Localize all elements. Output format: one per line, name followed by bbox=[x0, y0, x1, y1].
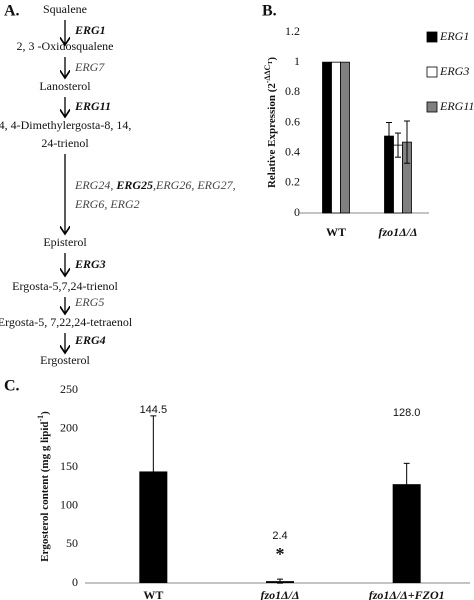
y-tick-label: 1 bbox=[294, 54, 300, 68]
x-tick-label: fzo1Δ/Δ+FZO1 bbox=[369, 588, 445, 600]
legend-swatch bbox=[426, 101, 438, 113]
y-axis-label-sup: -ΔΔC bbox=[263, 64, 272, 83]
enzyme-name: ERG3 bbox=[74, 257, 106, 271]
compound: Episterol bbox=[43, 235, 87, 249]
compound: 24-trienol bbox=[41, 136, 89, 150]
y-tick-label: 50 bbox=[66, 536, 78, 550]
y-axis-label-sub: T bbox=[268, 61, 274, 65]
compound: Lanosterol bbox=[39, 79, 91, 93]
enzyme-label: ERG6, ERG2 bbox=[74, 197, 140, 211]
enzyme-name: ERG11 bbox=[74, 99, 111, 113]
y-tick-label: 200 bbox=[60, 420, 78, 434]
compound: 4, 4-Dimethylergosta-8, 14, bbox=[0, 118, 131, 132]
compound: Ergosta-5,7,24-trienol bbox=[12, 279, 118, 293]
bar bbox=[340, 61, 350, 214]
x-tick-label: WT bbox=[326, 225, 346, 239]
value-label: 2.4 bbox=[272, 530, 287, 542]
legend-label: ERG11 bbox=[439, 99, 474, 113]
enzyme-label: ERG5 bbox=[74, 295, 104, 309]
y-axis-label: Ergosterol content (mg g lipid-1) bbox=[36, 411, 51, 562]
y-tick-label: 0.4 bbox=[285, 144, 300, 158]
y-axis-label-sup: -1 bbox=[36, 415, 45, 422]
bar bbox=[322, 61, 332, 214]
enzyme-label: ERG24, ERG25,ERG26, ERG27, bbox=[74, 178, 236, 192]
enzyme-name: ERG1 bbox=[74, 23, 106, 37]
panel-label: B. bbox=[262, 3, 277, 20]
y-tick-label: 250 bbox=[60, 382, 78, 396]
bar bbox=[331, 61, 341, 214]
enzyme-label: ERG4 bbox=[74, 333, 106, 347]
y-axis-label-text: Relative Expression (2 bbox=[266, 83, 278, 188]
y-tick-label: 0.8 bbox=[285, 84, 300, 98]
enzyme-name: ERG5 bbox=[74, 295, 104, 309]
y-tick-label: 0 bbox=[72, 575, 78, 589]
legend-label: ERG1 bbox=[439, 29, 469, 43]
compound: Squalene bbox=[43, 2, 87, 16]
compound: Ergosterol bbox=[40, 353, 90, 367]
y-tick-label: 0 bbox=[294, 205, 300, 219]
enzyme-label: ERG7 bbox=[74, 60, 105, 74]
x-tick-label: WT bbox=[143, 588, 163, 600]
enzyme-name: ERG7 bbox=[74, 60, 105, 74]
panel-label: C. bbox=[4, 378, 20, 395]
y-axis-label: Relative Expression (2-ΔΔCT) bbox=[263, 57, 278, 188]
annotation: * bbox=[276, 544, 285, 564]
legend-swatch bbox=[426, 66, 438, 78]
value-label: 144.5 bbox=[140, 404, 168, 416]
enzyme-label: ERG3 bbox=[74, 257, 106, 271]
panel-label: A. bbox=[4, 3, 20, 20]
enzyme-name: ERG24, bbox=[74, 178, 116, 192]
enzyme-label: ERG1 bbox=[74, 23, 106, 37]
enzyme-name: ERG4 bbox=[74, 333, 106, 347]
legend-label: ERG3 bbox=[439, 64, 469, 78]
y-tick-label: 150 bbox=[60, 459, 78, 473]
y-axis-label-end: ) bbox=[39, 411, 51, 415]
y-tick-label: 0.6 bbox=[285, 114, 300, 128]
legend-swatch bbox=[426, 31, 438, 43]
x-tick-label: fzo1Δ/Δ bbox=[260, 588, 299, 600]
y-axis-label-text: Ergosterol content (mg g lipid bbox=[39, 422, 51, 562]
x-tick-label: fzo1Δ/Δ bbox=[378, 225, 417, 239]
compound: Ergosta-5, 7,22,24-tetraenol bbox=[0, 315, 133, 329]
enzyme-name: ERG6, ERG2 bbox=[74, 197, 140, 211]
enzyme-name: ,ERG26, ERG27, bbox=[153, 178, 236, 192]
value-label: 128.0 bbox=[393, 407, 421, 419]
enzyme-name: ERG25 bbox=[115, 178, 153, 192]
enzyme-label: ERG11 bbox=[74, 99, 111, 113]
y-axis-label-end: ) bbox=[266, 57, 278, 61]
y-tick-label: 0.2 bbox=[285, 175, 300, 189]
y-tick-label: 100 bbox=[60, 498, 78, 512]
y-tick-label: 1.2 bbox=[285, 24, 300, 38]
